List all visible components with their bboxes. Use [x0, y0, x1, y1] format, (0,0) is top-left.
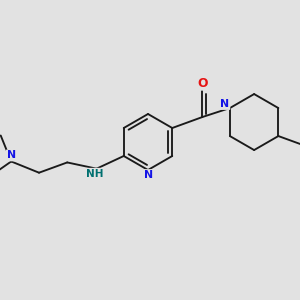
Text: N: N: [7, 151, 16, 160]
Text: N: N: [144, 170, 154, 180]
Text: NH: NH: [86, 169, 103, 179]
Text: O: O: [197, 76, 208, 90]
Text: N: N: [220, 99, 230, 109]
